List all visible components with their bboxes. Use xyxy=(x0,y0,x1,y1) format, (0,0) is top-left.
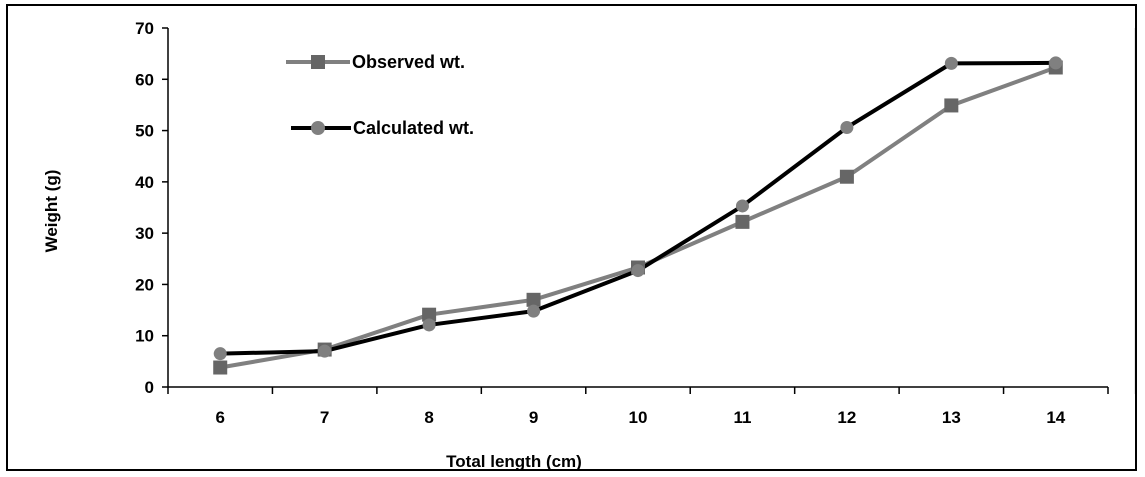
line-chart: 0 10 20 30 40 50 60 70 6 7 8 9 10 11 12 13 14 Weight (g… xyxy=(42,19,1135,469)
data-point-calculated xyxy=(1049,56,1063,70)
series-line-observed xyxy=(219,65,1057,370)
legend-label-calculated: Calculated wt. xyxy=(353,118,474,138)
data-point-observed xyxy=(422,307,437,322)
data-point-calculated xyxy=(840,120,854,134)
y-tick-label: 50 xyxy=(135,122,154,141)
y-tick-label: 20 xyxy=(135,275,154,294)
data-point-observed xyxy=(526,292,541,307)
legend-item-calculated: Calculated wt. xyxy=(291,118,474,138)
y-axis-title: Weight (g) xyxy=(42,170,61,253)
data-point-observed xyxy=(839,169,854,184)
y-tick-label: 10 xyxy=(135,327,154,346)
y-tick-label: 0 xyxy=(145,378,154,397)
data-point-calculated xyxy=(422,318,436,332)
x-ticks: 6 7 8 9 10 11 12 13 14 xyxy=(167,387,1109,427)
x-tick-label: 7 xyxy=(320,408,329,427)
legend-marker-observed xyxy=(311,55,325,69)
data-point-calculated xyxy=(213,347,227,361)
data-point-calculated xyxy=(631,264,645,278)
data-point-calculated xyxy=(735,199,749,213)
legend-label-observed: Observed wt. xyxy=(352,52,465,72)
x-tick-label: 6 xyxy=(215,408,224,427)
chart-frame: 0 10 20 30 40 50 60 70 6 7 8 9 10 11 12 13 14 Weight (g… xyxy=(6,4,1137,471)
series-line-calculated xyxy=(220,60,1056,356)
x-tick-label: 13 xyxy=(942,408,961,427)
x-tick-label: 14 xyxy=(1046,408,1065,427)
data-point-observed xyxy=(735,214,750,229)
data-point-calculated xyxy=(944,56,958,70)
data-point-calculated xyxy=(318,344,332,358)
y-tick-label: 70 xyxy=(135,19,154,38)
x-tick-label: 9 xyxy=(529,408,538,427)
data-point-observed xyxy=(213,360,228,375)
y-tick-label: 60 xyxy=(135,70,154,89)
data-point-calculated xyxy=(527,304,541,318)
legend: Observed wt. Calculated wt. xyxy=(286,52,474,138)
x-axis-title: Total length (cm) xyxy=(446,452,582,469)
x-tick-label: 8 xyxy=(424,408,433,427)
legend-item-observed: Observed wt. xyxy=(286,52,465,72)
legend-marker-calculated xyxy=(311,121,325,135)
x-tick-label: 12 xyxy=(837,408,856,427)
series-layer xyxy=(213,56,1063,375)
axes: 0 10 20 30 40 50 60 70 6 7 8 9 10 11 12 13 14 xyxy=(135,19,1109,427)
data-point-observed xyxy=(944,98,959,113)
y-tick-label: 40 xyxy=(135,173,154,192)
y-tick-label: 30 xyxy=(135,224,154,243)
y-ticks: 0 10 20 30 40 50 60 70 xyxy=(135,19,168,397)
x-tick-label: 10 xyxy=(629,408,648,427)
x-tick-label: 11 xyxy=(733,408,751,427)
